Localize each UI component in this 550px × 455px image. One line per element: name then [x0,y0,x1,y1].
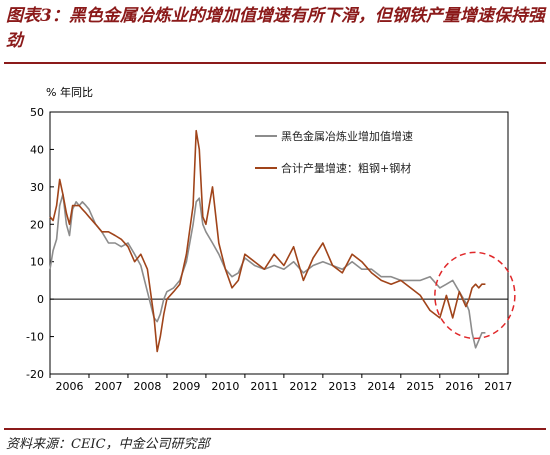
x-tick-label: 2014 [367,380,395,393]
y-tick-labels: -20 -10 0 10 20 30 40 50 [26,106,54,381]
y-tick-label: 30 [30,181,44,194]
footer-rule [4,428,546,430]
y-tick-label: 0 [37,293,44,306]
x-tick-label: 2008 [133,380,161,393]
y-tick-label: -20 [26,368,44,381]
legend-label-2: 合计产量增速：粗钢+钢材 [281,161,411,175]
x-tick-label: 2006 [55,380,83,393]
plot-frame [49,111,509,375]
x-tick-label: 2015 [406,380,434,393]
series-line-1 [49,193,486,349]
series-line-2 [49,129,486,353]
x-tick-label: 2017 [484,380,512,393]
x-tick-label: 2009 [172,380,200,393]
title-underline [4,62,546,64]
series-lines [49,129,486,353]
x-tick-label: 2012 [289,380,317,393]
chart-title: 图表3：黑色金属冶炼业的增加值增速有所下滑，但钢铁产量增速保持强劲 [6,6,545,51]
plot-border [49,111,509,375]
x-tick-labels: 2006 2007 2008 2009 2010 2011 2012 2013 2014 2015… [49,374,512,393]
highlight-ellipse [434,251,516,340]
source-note: 资料来源：CEIC，中金公司研究部 [6,437,210,452]
x-tick-label: 2007 [94,380,122,393]
y-tick-label: 40 [30,143,44,156]
y-axis-label: % 年同比 [46,85,93,99]
y-tick-label: 50 [30,106,44,119]
y-tick-label: 20 [30,218,44,231]
y-tick-label: 10 [30,256,44,269]
x-tick-label: 2013 [328,380,356,393]
x-tick-label: 2016 [445,380,473,393]
x-tick-label: 2011 [250,380,278,393]
legend-label-1: 黑色金属冶炼业增加值增速 [281,129,413,143]
x-tick-label: 2010 [211,380,239,393]
y-tick-label: -10 [26,331,44,344]
